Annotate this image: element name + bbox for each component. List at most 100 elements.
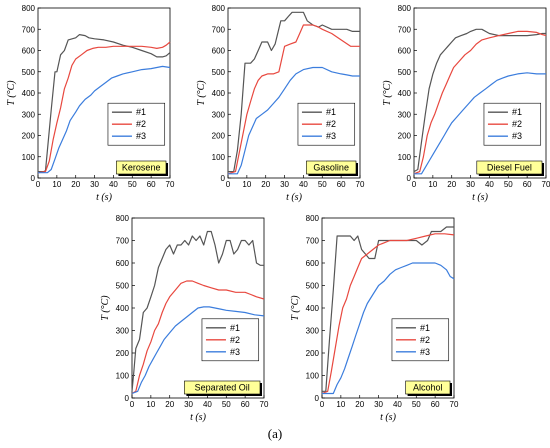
y-tick-label: 0 <box>31 174 36 183</box>
x-tick-label: 40 <box>393 400 402 409</box>
figure-caption: (a) <box>267 426 283 441</box>
x-tick-label: 70 <box>450 400 459 409</box>
x-tick-label: 70 <box>542 180 550 189</box>
fuel-label: Kerosene <box>122 163 161 173</box>
y-tick-label: 800 <box>398 4 412 13</box>
y-tick-label: 0 <box>221 174 226 183</box>
legend-entry: #3 <box>326 131 336 141</box>
fuel-label: Alcohol <box>413 383 443 393</box>
x-tick-label: 20 <box>165 400 174 409</box>
x-tick-label: 40 <box>109 180 118 189</box>
y-tick-label: 700 <box>22 25 36 34</box>
y-tick-label: 500 <box>306 282 320 291</box>
series-line <box>38 65 171 174</box>
y-tick-label: 300 <box>398 110 412 119</box>
y-tick-label: 500 <box>212 68 226 77</box>
y-tick-label: 100 <box>212 153 226 162</box>
series-line <box>38 34 171 173</box>
chart-panel: 0 10 20 30 40 50 60 700100200300400500600700800… <box>196 4 365 203</box>
y-tick-label: 300 <box>212 110 226 119</box>
y-tick-label: 400 <box>116 304 130 313</box>
fuel-label: Gasoline <box>313 163 349 173</box>
x-tick-label: 30 <box>280 180 289 189</box>
y-tick-label: 400 <box>306 304 320 313</box>
y-tick-label: 300 <box>306 327 320 336</box>
x-tick-label: 50 <box>504 180 513 189</box>
x-tick-label: 40 <box>299 180 308 189</box>
legend-entry: #1 <box>512 107 522 117</box>
y-tick-label: 200 <box>398 132 412 141</box>
x-tick-label: 0 <box>130 400 135 409</box>
y-tick-label: 200 <box>306 349 320 358</box>
legend-entry: #2 <box>326 119 336 129</box>
chart-panel: 0 10 20 30 40 50 60 700100200300400500600700800… <box>6 4 175 203</box>
y-axis-label: T (°C) <box>6 80 17 106</box>
x-tick-label: 60 <box>431 400 440 409</box>
x-tick-label: 10 <box>336 400 345 409</box>
y-tick-label: 0 <box>407 174 412 183</box>
plot-frame <box>227 7 361 179</box>
y-tick-label: 800 <box>22 4 36 13</box>
series-line <box>414 72 546 175</box>
x-tick-label: 0 <box>320 400 325 409</box>
fuel-label-box <box>184 380 261 395</box>
y-tick-label: 600 <box>116 259 130 268</box>
y-tick-label: 700 <box>116 237 130 246</box>
series-line <box>228 66 360 175</box>
x-axis-label: t (s) <box>380 412 397 423</box>
x-tick-label: 70 <box>166 180 175 189</box>
y-axis-label: T (°C) <box>382 80 393 106</box>
series-line <box>131 230 264 392</box>
x-tick-label: 60 <box>337 180 346 189</box>
legend-entry: #2 <box>420 335 430 345</box>
x-tick-label: 40 <box>485 180 494 189</box>
series-line <box>322 226 454 392</box>
series-line <box>228 11 360 173</box>
series-line <box>322 262 455 395</box>
y-tick-label: 500 <box>398 68 412 77</box>
x-tick-label: 60 <box>523 180 532 189</box>
chart-panel: 0 10 20 30 40 50 60 700100200300400500600700800… <box>100 214 269 423</box>
x-tick-label: 10 <box>428 180 437 189</box>
y-axis-label: T (°C) <box>196 80 207 106</box>
x-tick-label: 50 <box>318 180 327 189</box>
plot-frame <box>321 217 455 399</box>
y-tick-label: 300 <box>22 110 36 119</box>
y-tick-label: 400 <box>22 89 36 98</box>
legend-entry: #3 <box>420 347 430 357</box>
x-axis-label: t (s) <box>96 192 113 203</box>
y-tick-label: 100 <box>398 153 412 162</box>
y-tick-label: 500 <box>116 282 130 291</box>
fuel-label: Separated Oil <box>195 383 250 393</box>
y-tick-label: 800 <box>212 4 226 13</box>
y-tick-label: 800 <box>306 214 320 223</box>
x-tick-label: 70 <box>356 180 365 189</box>
y-tick-label: 0 <box>125 394 130 403</box>
x-tick-label: 40 <box>203 400 212 409</box>
legend-entry: #2 <box>230 335 240 345</box>
y-tick-label: 600 <box>306 259 320 268</box>
x-tick-label: 50 <box>222 400 231 409</box>
series-line <box>131 306 265 395</box>
x-tick-label: 20 <box>447 180 456 189</box>
y-tick-label: 600 <box>398 47 412 56</box>
x-tick-label: 0 <box>412 180 417 189</box>
x-tick-label: 30 <box>90 180 99 189</box>
x-tick-label: 0 <box>226 180 231 189</box>
y-tick-label: 300 <box>116 327 130 336</box>
fuel-label-box <box>476 160 543 175</box>
y-tick-label: 400 <box>398 89 412 98</box>
series-line <box>321 233 455 395</box>
x-tick-label: 30 <box>184 400 193 409</box>
x-axis-label: t (s) <box>190 412 207 423</box>
legend-entry: #1 <box>136 107 146 117</box>
legend-entry: #2 <box>136 119 146 129</box>
y-tick-label: 700 <box>398 25 412 34</box>
x-axis-label: t (s) <box>286 192 303 203</box>
chart-panel: 0 10 20 30 40 50 60 700100200300400500600700800… <box>290 214 459 423</box>
series-line <box>131 280 265 395</box>
y-tick-label: 100 <box>116 372 130 381</box>
y-tick-label: 100 <box>306 372 320 381</box>
x-tick-label: 20 <box>261 180 270 189</box>
y-tick-label: 800 <box>116 214 130 223</box>
